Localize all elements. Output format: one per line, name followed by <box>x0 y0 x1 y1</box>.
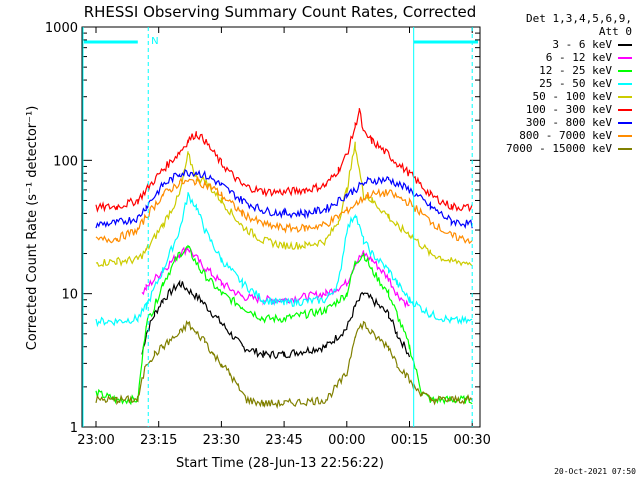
footer-timestamp: 20-Oct-2021 07:50 <box>554 467 636 476</box>
x-tick-label: 23:30 <box>203 433 240 448</box>
series-line <box>95 192 473 328</box>
legend-entry-label: 100 - 300 keV <box>525 103 612 116</box>
y-tick-label: 1 <box>70 421 78 436</box>
legend-entry-label: 300 - 800 keV <box>525 116 612 129</box>
axis-ticks: 23:00 23:15 23:30 23:45 00:00 00:15 00:30 1 10 10… <box>45 21 491 448</box>
legend-entry: 3 - 6 keV <box>482 38 632 51</box>
legend-entry-label: 800 - 7000 keV <box>519 129 612 142</box>
legend-entry: 300 - 800 keV <box>482 116 632 129</box>
legend-entry: 800 - 7000 keV <box>482 129 632 142</box>
series-line <box>141 246 410 309</box>
chart-title: RHESSI Observing Summary Count Rates, Co… <box>84 3 477 21</box>
legend: Det 1,3,4,5,6,9, Att 0 3 - 6 keV 6 - 12 k… <box>482 12 632 155</box>
y-axis-label: Corrected Count Rate (s⁻¹ detector⁻¹) <box>25 106 40 351</box>
legend-header-line-2: Att 0 <box>598 25 632 38</box>
series-line <box>95 108 473 213</box>
x-tick-label: 23:15 <box>140 433 177 448</box>
legend-entries: 3 - 6 keV 6 - 12 keV 12 - 25 keV 25 - 50 ke… <box>482 38 632 155</box>
legend-entry-label: 3 - 6 keV <box>552 38 612 51</box>
series-line <box>95 244 473 406</box>
legend-swatch <box>618 69 632 72</box>
series-line <box>95 141 473 268</box>
plot-frame <box>81 26 481 428</box>
x-tick-label: 23:45 <box>265 433 302 448</box>
legend-swatch <box>618 108 632 111</box>
legend-swatch <box>618 134 632 137</box>
legend-entry-label: 50 - 100 keV <box>532 90 612 103</box>
legend-entry-label: 6 - 12 keV <box>545 51 612 64</box>
marker-label: N <box>151 36 158 47</box>
legend-entry: 12 - 25 keV <box>482 64 632 77</box>
legend-swatch <box>618 43 632 46</box>
y-tick-label: 100 <box>53 154 78 169</box>
x-tick-label: 00:00 <box>328 433 365 448</box>
legend-entry: 6 - 12 keV <box>482 51 632 64</box>
series-layer <box>95 108 473 409</box>
x-tick-label: 00:15 <box>391 433 428 448</box>
legend-entry: 50 - 100 keV <box>482 90 632 103</box>
legend-header-line-1: Det 1,3,4,5,6,9, <box>526 12 632 25</box>
legend-swatch <box>618 147 632 150</box>
series-line <box>141 279 411 360</box>
legend-entry-label: 25 - 50 keV <box>539 77 612 90</box>
legend-entry: 7000 - 15000 keV <box>482 142 632 155</box>
x-axis-label: Start Time (28-Jun-13 22:56:22) <box>176 456 384 471</box>
y-tick-label: 10 <box>61 288 78 303</box>
legend-swatch <box>618 95 632 98</box>
y-tick-label: 1000 <box>45 21 78 36</box>
legend-swatch <box>618 56 632 59</box>
legend-entry-label: 7000 - 15000 keV <box>506 142 612 155</box>
marker-layer: N <box>82 27 478 427</box>
x-tick-label: 00:30 <box>453 433 490 448</box>
legend-entry-label: 12 - 25 keV <box>539 64 612 77</box>
legend-entry: 25 - 50 keV <box>482 77 632 90</box>
x-tick-label: 23:00 <box>77 433 114 448</box>
legend-swatch <box>618 82 632 85</box>
series-line <box>95 169 473 230</box>
series-line <box>95 320 473 409</box>
legend-swatch <box>618 121 632 124</box>
series-line <box>95 176 473 245</box>
legend-entry: 100 - 300 keV <box>482 103 632 116</box>
